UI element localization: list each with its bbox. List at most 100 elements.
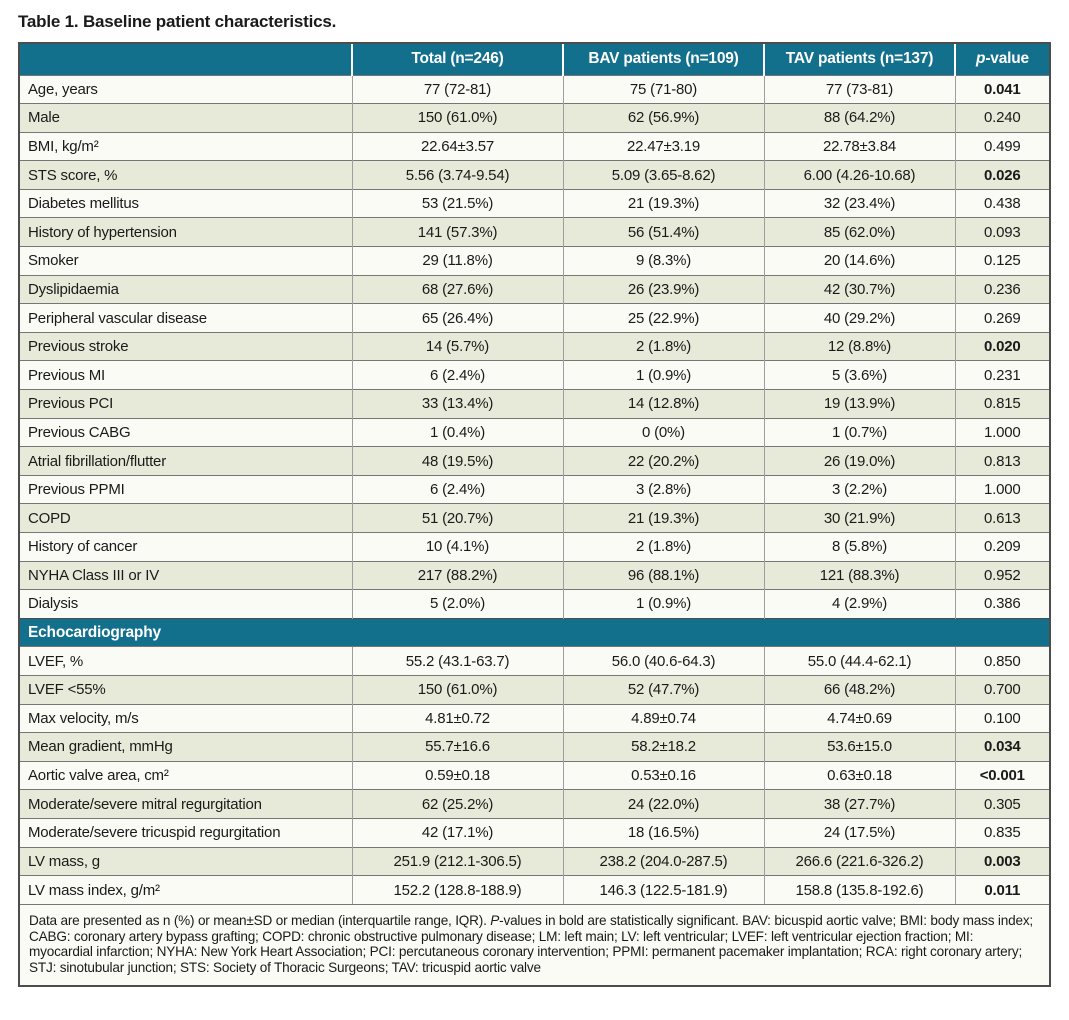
row-label-cell: BMI, kg/m² [20,131,352,161]
pvalue-cell: 0.700 [954,674,1049,705]
section-header-row: Echocardiography [20,617,1049,647]
footnote-text-part2: -values in bold are statistically signif… [29,913,1033,975]
tav-value-cell: 88 (64.2%) [763,103,955,133]
footnote-text-part1: Data are presented as n (%) or mean±SD o… [29,913,491,929]
row-label-cell: History of hypertension [20,217,352,247]
bav-value-cell: 58.2±18.2 [562,732,764,762]
bav-value-cell: 52 (47.7%) [562,674,764,705]
table-row: Male 150 (61.0%) 62 (56.9%) 88 (64.2%) 0.240 [20,103,1049,133]
header-cell-pvalue: p-value [954,44,1049,75]
pvalue-cell: 0.011 [954,875,1049,905]
row-label-cell: Peripheral vascular disease [20,303,352,333]
table-row: Previous PPMI 6 (2.4%) 3 (2.8%) 3 (2.2%) 1.0… [20,474,1049,504]
table-row: Diabetes mellitus 53 (21.5%) 21 (19.3%) 32 … [20,188,1049,218]
bav-value-cell: 62 (56.9%) [562,103,764,133]
row-label-cell: Male [20,103,352,133]
total-value-cell: 217 (88.2%) [351,560,563,590]
bav-value-cell: 21 (19.3%) [562,188,764,218]
tav-value-cell: 24 (17.5%) [763,817,955,848]
total-value-cell: 5 (2.0%) [351,589,563,619]
total-value-cell: 53 (21.5%) [351,188,563,218]
pvalue-cell: 0.041 [954,74,1049,104]
table-row: Previous CABG 1 (0.4%) 0 (0%) 1 (0.7%) 1.000 [20,417,1049,447]
bav-value-cell: 1 (0.9%) [562,589,764,619]
bav-value-cell: 4.89±0.74 [562,703,764,733]
tav-value-cell: 40 (29.2%) [763,303,955,333]
pvalue-cell: 0.236 [954,274,1049,304]
tav-value-cell: 77 (73-81) [763,74,955,104]
tav-value-cell: 55.0 (44.4-62.1) [763,646,955,676]
pvalue-cell: 0.125 [954,246,1049,276]
tav-value-cell: 1 (0.7%) [763,417,955,447]
row-label-cell: History of cancer [20,532,352,562]
bav-value-cell: 14 (12.8%) [562,389,764,419]
pvalue-cell: 0.850 [954,646,1049,676]
bav-value-cell: 1 (0.9%) [562,360,764,390]
bav-value-cell: 21 (19.3%) [562,503,764,533]
total-value-cell: 65 (26.4%) [351,303,563,333]
row-label-cell: STS score, % [20,160,352,190]
table-row: Peripheral vascular disease 65 (26.4%) 25 … [20,303,1049,333]
bav-value-cell: 26 (23.9%) [562,274,764,304]
row-label-cell: COPD [20,503,352,533]
row-label-cell: Previous stroke [20,331,352,361]
table-row: Atrial fibrillation/flutter 48 (19.5%) 22 … [20,446,1049,476]
row-label-cell: Previous PPMI [20,474,352,504]
column-header-row: Total (n=246) BAV patients (n=109) TAV p… [20,44,1049,75]
table-row: Moderate/severe tricuspid regurgitation 4… [20,817,1049,848]
table-row: BMI, kg/m² 22.64±3.57 22.47±3.19 22.78±3.84… [20,131,1049,161]
table-row: Aortic valve area, cm² 0.59±0.18 0.53±0.16… [20,760,1049,790]
total-value-cell: 55.2 (43.1-63.7) [351,646,563,676]
footnote: Data are presented as n (%) or mean±SD o… [20,904,1049,985]
table-row: Age, years 77 (72-81) 75 (71-80) 77 (73-81)… [20,74,1049,104]
tav-value-cell: 5 (3.6%) [763,360,955,390]
row-label-cell: Smoker [20,246,352,276]
bav-value-cell: 2 (1.8%) [562,331,764,361]
pvalue-cell: 0.209 [954,532,1049,562]
bav-value-cell: 22 (20.2%) [562,446,764,476]
table-row: Previous stroke 14 (5.7%) 2 (1.8%) 12 (8.8%… [20,331,1049,361]
pvalue-cell: 0.231 [954,360,1049,390]
bav-value-cell: 56 (51.4%) [562,217,764,247]
pvalue-cell: 0.100 [954,703,1049,733]
table-row: Mean gradient, mmHg 55.7±16.6 58.2±18.2 53.… [20,732,1049,762]
total-value-cell: 0.59±0.18 [351,760,563,790]
pvalue-cell: 0.269 [954,303,1049,333]
table-row: History of hypertension 141 (57.3%) 56 (51… [20,217,1049,247]
tav-value-cell: 32 (23.4%) [763,188,955,218]
total-value-cell: 51 (20.7%) [351,503,563,533]
header-cell-total: Total (n=246) [351,44,563,75]
total-value-cell: 6 (2.4%) [351,360,563,390]
bav-value-cell: 0 (0%) [562,417,764,447]
pvalue-header-rest: -value [985,50,1029,68]
bav-value-cell: 238.2 (204.0-287.5) [562,846,764,876]
pvalue-cell: 0.499 [954,131,1049,161]
total-value-cell: 10 (4.1%) [351,532,563,562]
pvalue-cell: 0.613 [954,503,1049,533]
row-label-cell: LVEF, % [20,646,352,676]
table-row: COPD 51 (20.7%) 21 (19.3%) 30 (21.9%) 0.613 [20,503,1049,533]
total-value-cell: 62 (25.2%) [351,789,563,819]
row-label-cell: NYHA Class III or IV [20,560,352,590]
header-cell-bav: BAV patients (n=109) [562,44,764,75]
row-label-cell: LV mass index, g/m² [20,875,352,905]
table-row: NYHA Class III or IV 217 (88.2%) 96 (88.1%… [20,560,1049,590]
bav-value-cell: 0.53±0.16 [562,760,764,790]
row-label-cell: Age, years [20,74,352,104]
total-value-cell: 33 (13.4%) [351,389,563,419]
pvalue-cell: 0.020 [954,331,1049,361]
row-label-cell: LV mass, g [20,846,352,876]
bav-value-cell: 2 (1.8%) [562,532,764,562]
table-row: Smoker 29 (11.8%) 9 (8.3%) 20 (14.6%) 0.125 [20,246,1049,276]
row-label-cell: Moderate/severe tricuspid regurgitation [20,817,352,848]
pvalue-cell: 0.003 [954,846,1049,876]
bav-value-cell: 22.47±3.19 [562,131,764,161]
table-row: Max velocity, m/s 4.81±0.72 4.89±0.74 4.74±… [20,703,1049,733]
table-row: LVEF, % 55.2 (43.1-63.7) 56.0 (40.6-64.3) 5… [20,646,1049,676]
tav-value-cell: 42 (30.7%) [763,274,955,304]
tav-value-cell: 38 (27.7%) [763,789,955,819]
table-row: Previous PCI 33 (13.4%) 14 (12.8%) 19 (13.9… [20,389,1049,419]
table-row: History of cancer 10 (4.1%) 2 (1.8%) 8 (5.8… [20,532,1049,562]
total-value-cell: 152.2 (128.8-188.9) [351,875,563,905]
row-label-cell: Dyslipidaemia [20,274,352,304]
